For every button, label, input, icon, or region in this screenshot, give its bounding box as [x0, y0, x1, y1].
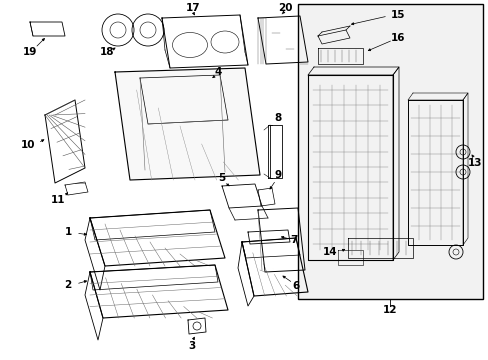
Text: 17: 17: [185, 3, 200, 13]
Text: 20: 20: [277, 3, 292, 13]
Text: 2: 2: [64, 280, 71, 290]
Text: 6: 6: [292, 281, 299, 291]
Text: 7: 7: [290, 235, 297, 245]
Text: 15: 15: [390, 10, 405, 20]
Text: 4: 4: [214, 67, 221, 77]
Text: 9: 9: [274, 170, 281, 180]
Bar: [297, 4, 482, 299]
Text: 3: 3: [188, 341, 195, 351]
Text: 8: 8: [274, 113, 281, 123]
Text: 10: 10: [20, 140, 35, 150]
Polygon shape: [115, 68, 260, 180]
Text: 18: 18: [100, 47, 114, 57]
Text: 11: 11: [51, 195, 65, 205]
Text: 19: 19: [23, 47, 37, 57]
Text: 1: 1: [64, 227, 71, 237]
Text: 14: 14: [322, 247, 337, 257]
Text: 5: 5: [218, 173, 225, 183]
Text: 12: 12: [382, 305, 396, 315]
Text: 13: 13: [467, 158, 481, 168]
Text: 16: 16: [390, 33, 405, 43]
